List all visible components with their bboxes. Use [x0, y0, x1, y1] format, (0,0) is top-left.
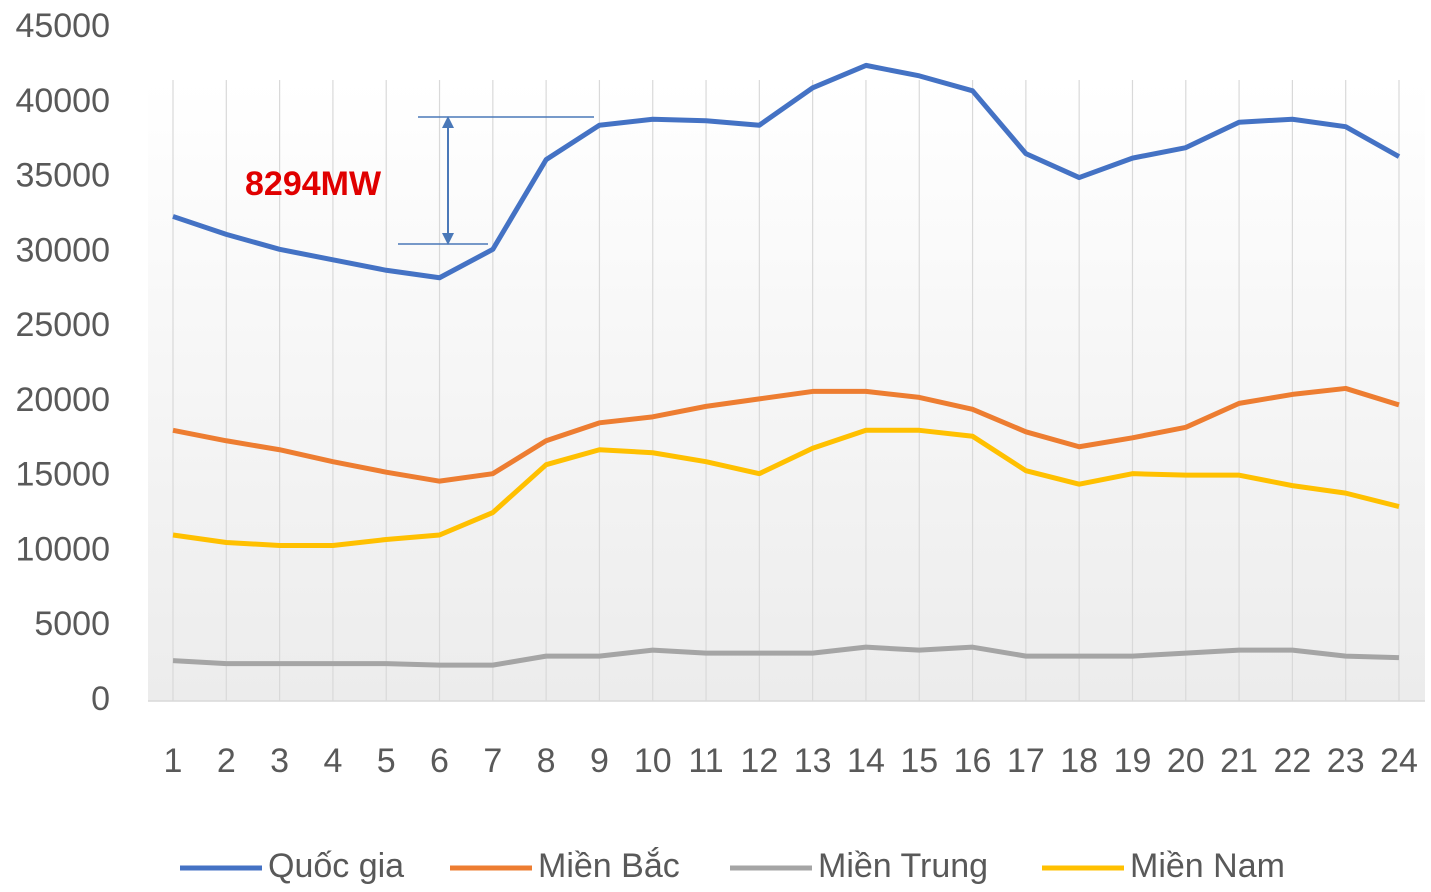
legend-label: Quốc gia — [268, 847, 404, 885]
x-tick-label: 15 — [900, 742, 938, 780]
x-tick-label: 18 — [1060, 742, 1098, 780]
x-tick-label: 3 — [270, 742, 289, 780]
x-tick-label: 13 — [794, 742, 832, 780]
x-tick-label: 2 — [217, 742, 236, 780]
x-tick-label: 8 — [537, 742, 556, 780]
y-tick-label: 15000 — [15, 456, 110, 494]
x-tick-label: 20 — [1167, 742, 1205, 780]
y-tick-label: 45000 — [15, 7, 110, 45]
x-tick-label: 10 — [634, 742, 672, 780]
y-tick-label: 40000 — [15, 82, 110, 120]
y-tick-label: 10000 — [15, 530, 110, 568]
x-tick-label: 17 — [1007, 742, 1045, 780]
x-tick-label: 14 — [847, 742, 885, 780]
x-tick-label: 1 — [164, 742, 183, 780]
plot-background — [148, 80, 1425, 701]
x-tick-label: 23 — [1327, 742, 1365, 780]
x-tick-label: 22 — [1273, 742, 1311, 780]
annotation-text: 8294MW — [245, 165, 382, 203]
x-tick-label: 11 — [688, 742, 723, 780]
y-tick-label: 20000 — [15, 381, 110, 419]
y-tick-label: 25000 — [15, 306, 110, 344]
x-tick-label: 19 — [1114, 742, 1152, 780]
series-line — [172, 385, 1400, 484]
x-tick-label: 24 — [1380, 742, 1418, 780]
x-tick-label: 7 — [483, 742, 502, 780]
x-tick-label: 9 — [590, 742, 609, 780]
x-tick-label: 6 — [430, 742, 449, 780]
y-tick-label: 5000 — [34, 605, 110, 643]
y-tick-label: 35000 — [15, 157, 110, 195]
legend-label: Miền Trung — [818, 847, 988, 885]
series-line — [172, 427, 1400, 548]
x-tick-label: 12 — [740, 742, 778, 780]
x-tick-label: 4 — [323, 742, 342, 780]
y-tick-label: 30000 — [15, 231, 110, 269]
legend-label: Miền Bắc — [538, 847, 680, 885]
x-tick-label: 21 — [1220, 742, 1258, 780]
legend-label: Miền Nam — [1130, 847, 1285, 885]
x-tick-label: 5 — [377, 742, 396, 780]
lines — [172, 62, 1401, 668]
annotation: 8294MW — [245, 116, 594, 245]
y-tick-label: 0 — [91, 680, 110, 718]
x-tick-label: 16 — [954, 742, 992, 780]
series-line — [172, 62, 1401, 281]
series-line — [172, 644, 1400, 668]
